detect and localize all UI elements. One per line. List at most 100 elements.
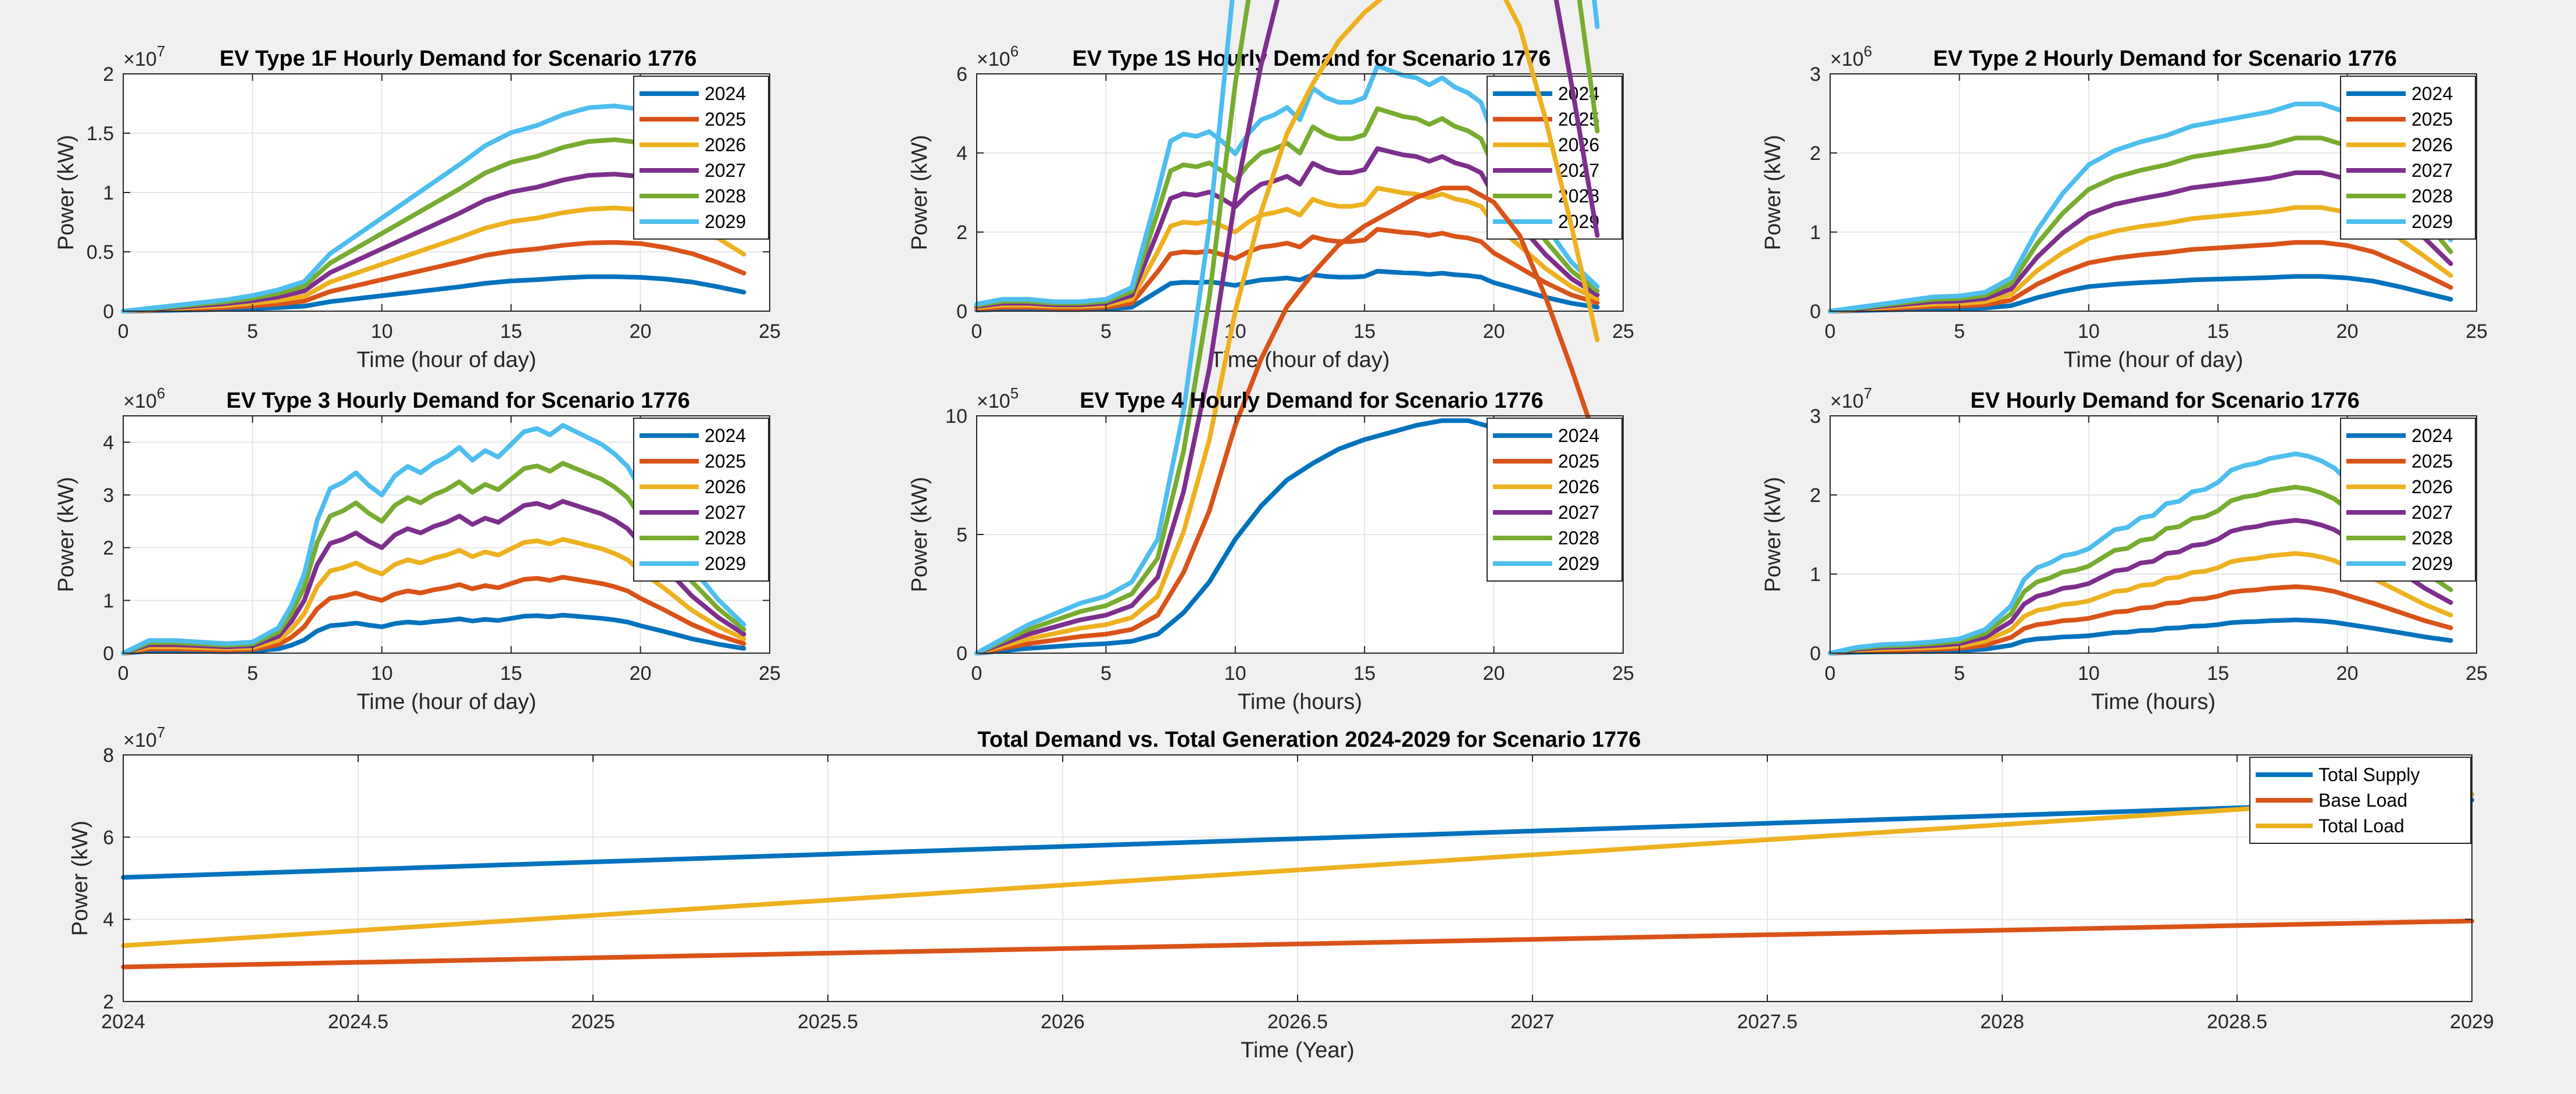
axes-box: [1830, 415, 2477, 654]
series-line-2025: [1828, 240, 2453, 313]
legend-entry: 2026: [2411, 134, 2453, 155]
legend-entry: 2028: [705, 528, 746, 548]
y-tick-label: 4: [103, 909, 114, 931]
chart-title: EV Type 2 Hourly Demand for Scenario 177…: [1933, 47, 2397, 71]
y-tick-label: 4: [103, 432, 114, 454]
x-tick-label: 0: [118, 320, 129, 343]
legend-box: [2340, 418, 2476, 582]
legend-entry: 2027: [705, 160, 746, 181]
series-line-2026: [974, 186, 1600, 310]
x-tick-label: 2024.5: [328, 1011, 388, 1033]
y-tick-label: 3: [103, 484, 114, 507]
legend-entry: 2028: [1558, 528, 1599, 548]
x-axis-label: Time (hours): [2091, 690, 2216, 714]
y-tick-label: 0: [103, 301, 114, 323]
x-tick-label: 0: [1825, 662, 1836, 685]
legend-entry: 2025: [1558, 451, 1599, 472]
x-tick-label: 5: [247, 662, 258, 685]
x-tick-label: 20: [2336, 662, 2359, 685]
x-tick-label: 2028: [1980, 1011, 2024, 1033]
series-line-2029: [1828, 451, 2453, 655]
y-axis-label: Power (kW): [54, 477, 78, 592]
y-tick-label: 1: [103, 182, 114, 204]
series-line-2025: [974, 186, 1600, 655]
series-line-2028: [1828, 484, 2453, 655]
y-axis-label: Power (kW): [54, 135, 78, 250]
y-tick-label: 3: [1810, 405, 1821, 427]
y-axis-label: Power (kW): [68, 821, 92, 936]
series-line-2027: [121, 498, 746, 655]
x-axis-label: Time (Year): [1241, 1038, 1355, 1063]
y-tick-label: 8: [103, 744, 114, 767]
y-tick-label: 1.5: [87, 123, 114, 145]
x-axis-label: Time (hour of day): [2063, 348, 2243, 372]
x-tick-label: 5: [1954, 662, 1965, 685]
x-tick-label: 10: [371, 662, 393, 685]
x-tick-label: 0: [1825, 320, 1836, 343]
y-axis-label: Power (kW): [1761, 135, 1785, 250]
x-tick-label: 25: [2466, 662, 2488, 685]
x-tick-label: 15: [1353, 662, 1375, 685]
x-tick-label: 2027.5: [1737, 1011, 1798, 1033]
legend-entry: 2025: [2411, 109, 2453, 130]
x-tick-label: 2027: [1510, 1011, 1555, 1033]
legend-box: [2340, 76, 2476, 240]
legend-box: [1487, 418, 1623, 582]
legend-entry: 2024: [1558, 425, 1599, 446]
legend: 2024 2025 2026 2027 2028 2029: [633, 418, 769, 582]
y-tick-label: 2: [103, 63, 114, 85]
legend-entry: 2025: [705, 451, 746, 472]
legend-entry: 2029: [2411, 211, 2453, 232]
legend-entry: 2027: [705, 502, 746, 523]
legend-entry: 2026: [2411, 476, 2453, 497]
x-tick-label: 5: [1101, 320, 1112, 343]
y-tick-label: 2: [956, 222, 967, 244]
series-line-2028: [974, 0, 1600, 655]
legend-entry: Total Load: [2318, 815, 2404, 836]
series-line-base-load: [121, 918, 2474, 970]
legend-entry: 2029: [705, 211, 746, 232]
x-tick-label: 0: [118, 662, 129, 685]
x-tick-label: 15: [500, 662, 522, 685]
axis-exponent-power: 6: [1010, 42, 1019, 60]
chart-title: EV Type 3 Hourly Demand for Scenario 177…: [226, 389, 690, 413]
x-tick-label: 20: [630, 320, 652, 343]
series-line-2029: [974, 0, 1600, 655]
y-tick-label: 0: [1810, 301, 1821, 323]
x-axis-label: Time (hours): [1238, 690, 1362, 714]
x-tick-label: 25: [1612, 320, 1634, 343]
legend-entry: Base Load: [2318, 790, 2407, 811]
y-tick-label: 4: [956, 142, 967, 165]
axes-box: [1830, 73, 2477, 312]
legend-entry: 2024: [705, 425, 746, 446]
y-tick-label: 0: [1810, 643, 1821, 665]
x-tick-label: 2024: [101, 1011, 145, 1033]
x-tick-label: 2026.5: [1267, 1011, 1328, 1033]
x-tick-label: 20: [1483, 662, 1505, 685]
x-tick-label: 10: [371, 320, 393, 343]
y-tick-label: 2: [103, 537, 114, 560]
axis-exponent-power: 7: [157, 724, 165, 741]
x-tick-label: 5: [1954, 320, 1965, 343]
x-tick-label: 0: [971, 320, 982, 343]
axis-exponent-power: 5: [1010, 384, 1019, 402]
series-line-2025: [121, 575, 746, 655]
series-line-2025: [1828, 584, 2453, 655]
chart-title: EV Type 4 Hourly Demand for Scenario 177…: [1080, 389, 1544, 413]
y-tick-label: 6: [956, 63, 967, 85]
x-tick-label: 25: [759, 320, 781, 343]
series-line-2024: [1828, 274, 2453, 313]
x-axis-label: Time (hour of day): [356, 348, 536, 372]
legend-entry: 2026: [705, 134, 746, 155]
y-axis-label: Power (kW): [1761, 477, 1785, 592]
axis-exponent-power: 7: [157, 42, 165, 60]
y-tick-label: 2: [1810, 484, 1821, 507]
y-tick-label: 2: [103, 991, 114, 1013]
legend-entry: 2027: [2411, 160, 2453, 181]
x-tick-label: 2026: [1041, 1011, 1085, 1033]
legend-entry: 2026: [705, 476, 746, 497]
